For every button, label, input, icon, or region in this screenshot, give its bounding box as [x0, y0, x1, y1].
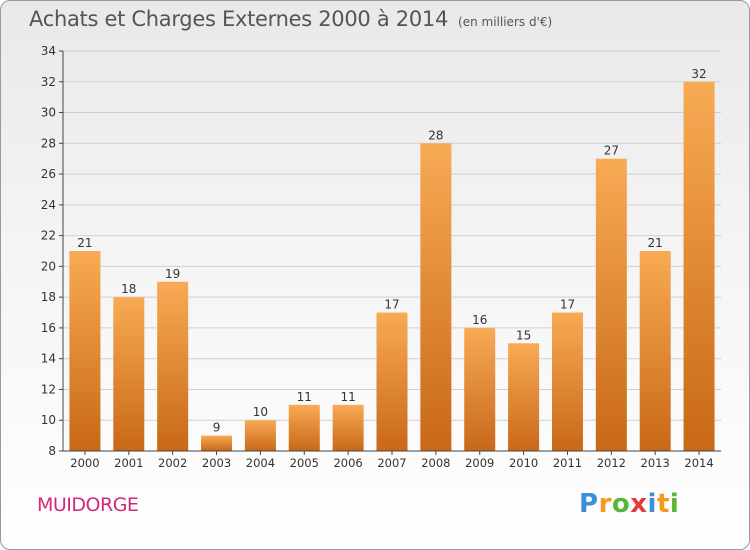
y-tick-label: 8 [48, 444, 56, 458]
x-tick-label: 2010 [509, 456, 538, 470]
chart-title: Achats et Charges Externes 2000 à 2014 (e… [29, 7, 552, 31]
bar-2011 [551, 312, 583, 451]
x-tick-label: 2012 [597, 456, 626, 470]
proxiti-logo-letter: i [669, 489, 680, 519]
x-tick-label: 2005 [290, 456, 319, 470]
chart-title-text: Achats et Charges Externes 2000 à 2014 [29, 7, 449, 31]
data-label: 21 [648, 236, 663, 250]
y-tick-label: 32 [41, 75, 56, 89]
bar-2008 [420, 143, 452, 452]
data-label: 9 [213, 421, 221, 435]
x-tick-label: 2006 [333, 456, 362, 470]
proxiti-logo-letter: t [656, 489, 670, 519]
bar-2005 [288, 404, 320, 451]
data-label: 16 [472, 313, 487, 327]
bar-2003 [201, 435, 233, 451]
bar-2006 [332, 404, 364, 451]
x-tick-label: 2003 [202, 456, 231, 470]
data-label: 17 [560, 298, 575, 312]
bar-2004 [244, 420, 276, 451]
data-label: 10 [253, 405, 268, 419]
x-tick-label: 2007 [377, 456, 406, 470]
chart-unit: (en milliers d'€) [458, 15, 553, 29]
x-tick-label: 2009 [465, 456, 494, 470]
y-tick-label: 12 [41, 382, 56, 396]
proxiti-logo-letter: x [630, 489, 648, 519]
data-label: 28 [428, 128, 443, 142]
bars: 21 18 19 9 10 11 11 17 28 16 15 17 27 21 32 [69, 67, 715, 452]
bar-2010 [508, 343, 540, 451]
x-tick-label: 2000 [70, 456, 99, 470]
bar-2009 [464, 327, 496, 451]
proxiti-logo-letter: P [579, 489, 599, 519]
y-tick-label: 18 [41, 290, 56, 304]
y-tick-label: 26 [41, 167, 56, 181]
y-tick-label: 10 [41, 413, 56, 427]
bar-2002 [157, 281, 189, 451]
data-label: 21 [77, 236, 92, 250]
bar-2007 [376, 312, 408, 451]
data-label: 15 [516, 328, 531, 342]
axes: 8 10 12 14 16 18 20 22 24 26 28 30 32 34 2000 2001 2002 2… [41, 44, 721, 470]
x-tick-label: 2002 [158, 456, 187, 470]
data-label: 17 [384, 298, 399, 312]
y-tick-label: 22 [41, 229, 56, 243]
x-tick-label: 2004 [246, 456, 275, 470]
x-tick-label: 2013 [641, 456, 670, 470]
proxiti-logo-letter: o [611, 489, 631, 519]
y-tick-label: 16 [41, 321, 56, 335]
y-tick-label: 24 [41, 198, 56, 212]
y-tick-label: 34 [41, 44, 56, 58]
data-label: 32 [691, 67, 706, 81]
bar-2001 [113, 297, 145, 451]
data-label: 11 [297, 390, 312, 404]
x-tick-label: 2014 [684, 456, 713, 470]
data-label: 11 [340, 390, 355, 404]
x-tick-label: 2011 [553, 456, 582, 470]
data-label: 18 [121, 282, 136, 296]
data-label: 19 [165, 267, 180, 281]
x-tick-label: 2001 [114, 456, 143, 470]
data-label: 27 [604, 144, 619, 158]
x-tick-label: 2008 [421, 456, 450, 470]
commune-name: MUIDORGE [37, 494, 139, 516]
bar-2012 [595, 158, 627, 451]
proxiti-logo-letter: i [647, 489, 657, 519]
bar-2014 [683, 81, 715, 452]
bar-2013 [639, 251, 671, 451]
y-tick-label: 28 [41, 136, 56, 150]
y-tick-label: 14 [41, 352, 56, 366]
y-tick-label: 20 [41, 259, 56, 273]
y-tick-label: 30 [41, 106, 56, 120]
proxiti-logo-letter: r [598, 489, 612, 519]
bar-2000 [69, 251, 101, 451]
proxiti-logo: Proxiti [579, 489, 679, 519]
